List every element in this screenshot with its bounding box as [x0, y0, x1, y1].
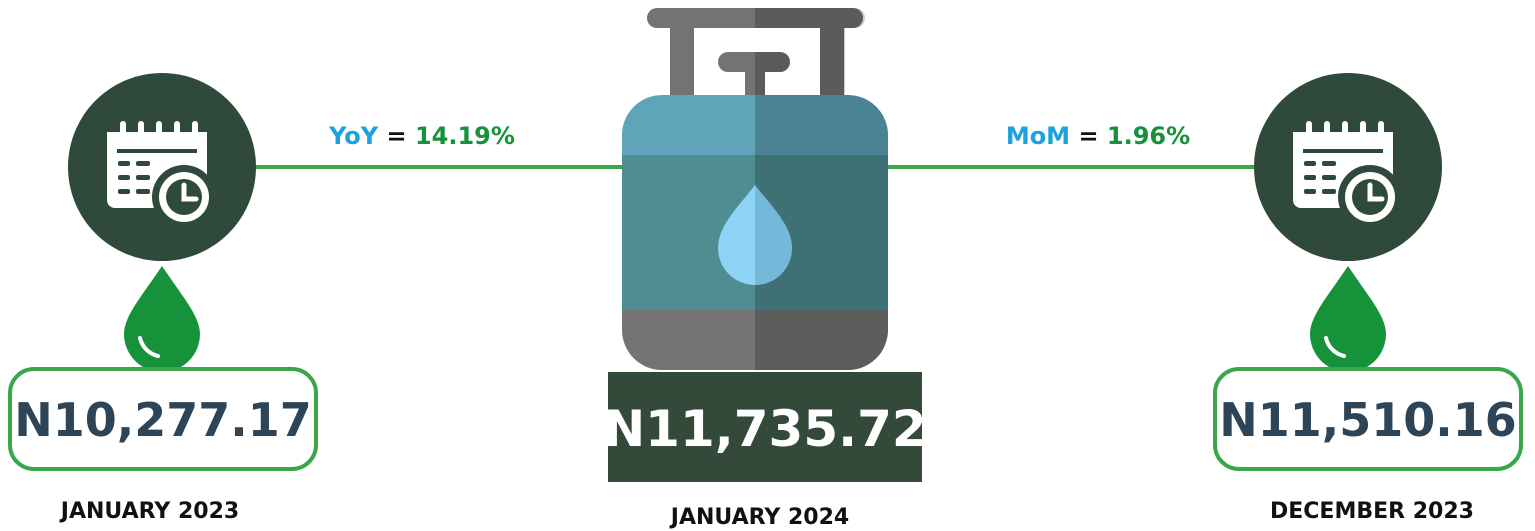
yoy-label: YoY [328, 122, 379, 150]
yoy-rate: YoY = 14.19% [328, 122, 515, 150]
date-label: DECEMBER 2023 [1270, 499, 1474, 524]
equals: = [386, 122, 406, 150]
calendar-icon [1254, 73, 1442, 261]
infographic: YoY = 14.19% MoM = 1.96% N10,277.17 JANU… [0, 0, 1535, 531]
date-label: JANUARY 2023 [59, 499, 239, 524]
calendar-icon [68, 73, 256, 261]
gas-cylinder [622, 8, 888, 370]
price: N10,277.17 [14, 393, 312, 447]
price: N11,735.72 [603, 400, 926, 458]
drop-icon [1310, 266, 1386, 372]
equals: = [1078, 122, 1098, 150]
drop-icon [124, 266, 200, 372]
mom-label: MoM [1006, 122, 1070, 150]
mom-rate: MoM = 1.96% [1006, 122, 1190, 150]
yoy-value: 14.19% [415, 122, 515, 150]
mom-value: 1.96% [1107, 122, 1190, 150]
date-label: JANUARY 2024 [669, 505, 849, 530]
price: N11,510.16 [1219, 393, 1517, 447]
